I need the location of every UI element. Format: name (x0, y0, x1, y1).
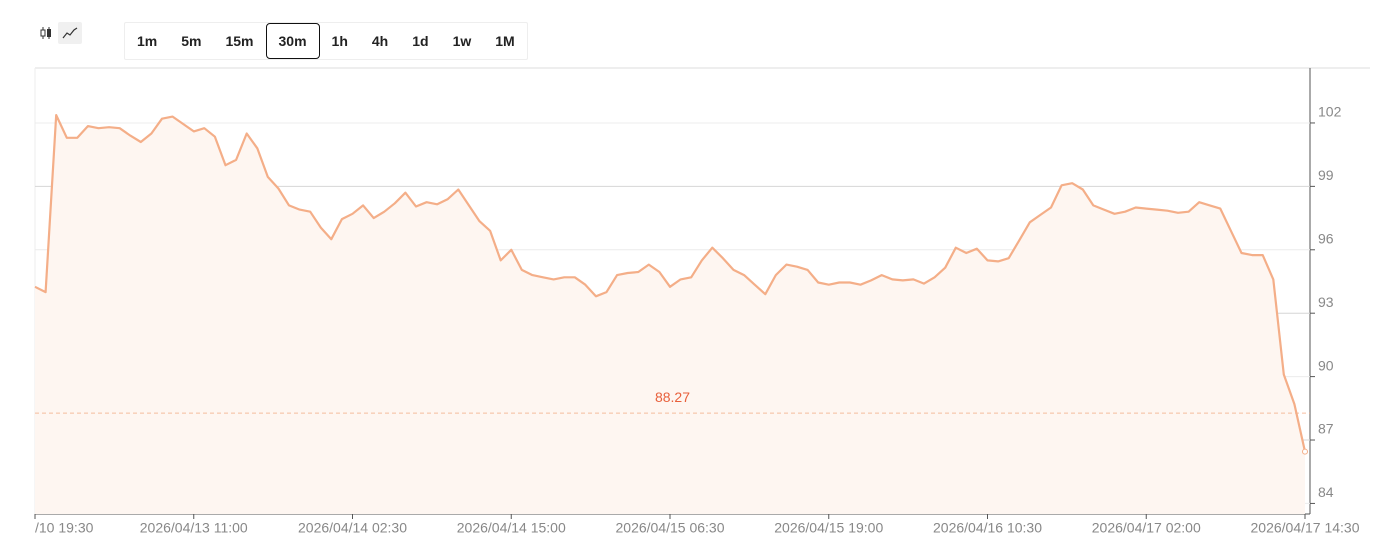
y-tick-label: 93 (1318, 294, 1334, 310)
x-tick-label: 2026/04/14 02:30 (298, 520, 407, 536)
x-tick-label: 2026/04/15 06:30 (616, 520, 725, 536)
interval-toolbar: 1m 5m 15m 30m 1h 4h 1d 1w 1M (124, 22, 528, 60)
x-tick-label: 2026/04/16 10:30 (933, 520, 1042, 536)
x-tick-label: 2026/04/17 02:00 (1092, 520, 1201, 536)
y-tick-label: 90 (1318, 357, 1334, 373)
interval-button[interactable]: 1m (137, 33, 158, 49)
interval-button[interactable]: 1M (495, 33, 515, 49)
interval-button[interactable]: 1h (331, 33, 348, 49)
y-tick-label: 99 (1318, 167, 1334, 183)
interval-button[interactable]: 1w (452, 33, 472, 49)
x-tick-label: /10 19:30 (35, 520, 94, 536)
x-tick-label: 2026/04/14 15:00 (457, 520, 566, 536)
line-icon[interactable] (58, 22, 82, 44)
x-tick-label: 2026/04/17 14:30 (1251, 520, 1360, 536)
interval-button[interactable]: 1d (412, 33, 429, 49)
interval-button[interactable]: 4h (371, 33, 389, 49)
x-tick-label: 2026/04/13 11:00 (140, 520, 248, 536)
candlestick-glyph (40, 27, 51, 39)
line-glyph (62, 27, 78, 39)
y-tick-label: 87 (1318, 421, 1334, 437)
x-tick-label: 2026/04/15 19:00 (774, 520, 883, 536)
area (35, 115, 1305, 514)
interval-button[interactable]: 30m (265, 23, 320, 59)
interval-button[interactable]: 15m (225, 33, 254, 49)
last-point (1302, 448, 1308, 455)
y-tick-label: 96 (1318, 230, 1334, 246)
interval-button[interactable]: 5m (181, 33, 202, 49)
y-tick-label: 84 (1318, 484, 1334, 500)
reference-label: 88.27 (655, 389, 690, 405)
y-tick-label: 102 (1318, 104, 1342, 120)
chart-style-switch (34, 22, 82, 44)
candlestick-icon[interactable] (34, 22, 58, 44)
price-line (34, 114, 1307, 452)
